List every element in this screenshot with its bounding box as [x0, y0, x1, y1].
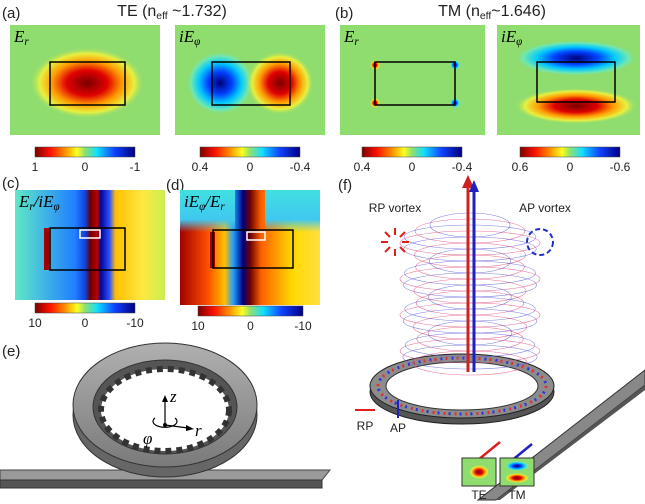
panel-label: (a) [2, 5, 20, 22]
colorbar-tick-label: 0 [82, 316, 89, 330]
vortex-label: RP vortex [369, 201, 421, 215]
decoration-circle [163, 423, 167, 427]
colorbar [200, 147, 300, 157]
legend-label: AP [390, 421, 406, 435]
colorbar-tick-label: -10 [126, 316, 144, 330]
colorbar [35, 147, 135, 157]
text-part: ~1.646) [491, 3, 546, 20]
colorbar-tick-label: -0.6 [610, 160, 631, 174]
decoration-ellipse [514, 40, 638, 76]
subscript: r [24, 36, 29, 48]
text-part: TE (n [117, 3, 156, 20]
colorbar [362, 147, 462, 157]
mode-label: TE [471, 488, 486, 502]
colorbar-tick-label: 0 [567, 160, 574, 174]
colorbar-tick-label: 0 [82, 160, 89, 174]
decoration-ellipse [29, 47, 145, 119]
map-background [340, 25, 485, 135]
colorbar-tick-label: 0 [247, 160, 254, 174]
text-part: E [13, 27, 25, 46]
colorbar [520, 147, 620, 157]
colorbar-tick-label: 1 [32, 160, 39, 174]
text-part: iE [179, 27, 195, 46]
text-part: E [343, 27, 355, 46]
subscript: φ [194, 36, 200, 48]
colorbar [198, 306, 303, 316]
panel-title: TM (neff~1.646) [438, 3, 546, 22]
field-map [10, 25, 160, 135]
axis-label: r [195, 421, 202, 440]
text-part: iE [501, 27, 517, 46]
subscript: φ [54, 201, 60, 213]
decoration-rect [265, 190, 320, 232]
decoration-line [385, 247, 390, 252]
colorbar-tick-label: 0.4 [354, 160, 371, 174]
colorbar-tick-label: 0 [247, 319, 254, 333]
decoration-line [478, 442, 500, 460]
subscript: eff [156, 11, 167, 22]
text-part: ~1.732) [168, 3, 227, 20]
colorbar-tick-label: 0 [409, 160, 416, 174]
axis-label: z [169, 387, 177, 406]
decoration-ellipse [505, 461, 529, 471]
text-part: iE [184, 192, 200, 211]
decoration-ellipse [514, 88, 638, 124]
colorbar-tick-label: -10 [294, 319, 312, 333]
figure: (a)(b)(c)(d)(e)(f)TE (neff ~1.732)TM (ne… [0, 0, 645, 504]
colorbar-tick-label: 0.6 [512, 160, 529, 174]
decoration-line [385, 232, 390, 237]
text-part: E [18, 192, 30, 211]
colorbar-tick-label: 10 [28, 316, 42, 330]
legend-label: RP [357, 419, 374, 433]
decoration-ellipse [505, 473, 529, 483]
colorbar-tick-label: -0.4 [290, 160, 311, 174]
subscript: eff [480, 11, 491, 22]
text-part: /iE [33, 192, 54, 211]
decoration-polygon [0, 480, 322, 488]
subscript: r [220, 201, 225, 213]
ring-resonator [0, 343, 330, 488]
colorbar-tick-label: -0.4 [452, 160, 473, 174]
vortex-emitter [355, 175, 645, 500]
decoration-g [381, 228, 409, 256]
colorbar-tick-label: 0.4 [192, 160, 209, 174]
colorbar-tick-label: -1 [130, 160, 141, 174]
subscript: r [354, 36, 359, 48]
panel-label: (c) [2, 175, 20, 192]
panel-title: TE (neff ~1.732) [117, 3, 227, 22]
text-part: /E [204, 192, 221, 211]
decoration-ellipse [469, 465, 489, 479]
vortex-label: AP vortex [519, 201, 571, 215]
field-map [340, 25, 485, 135]
panel-label: (f) [338, 177, 352, 194]
colorbar [35, 303, 135, 313]
mode-label: TM [508, 488, 525, 502]
field-symbol: iEφ/Er [184, 192, 225, 213]
panel-label: (b) [335, 5, 353, 22]
subscript: φ [516, 36, 522, 48]
decoration-rect [44, 228, 49, 270]
colorbar-tick-label: 10 [191, 319, 205, 333]
field-symbol: Er/iEφ [18, 192, 60, 213]
panel-label: (e) [2, 343, 20, 360]
axis-label: φ [143, 429, 152, 448]
text-part: TM (n [438, 3, 480, 20]
